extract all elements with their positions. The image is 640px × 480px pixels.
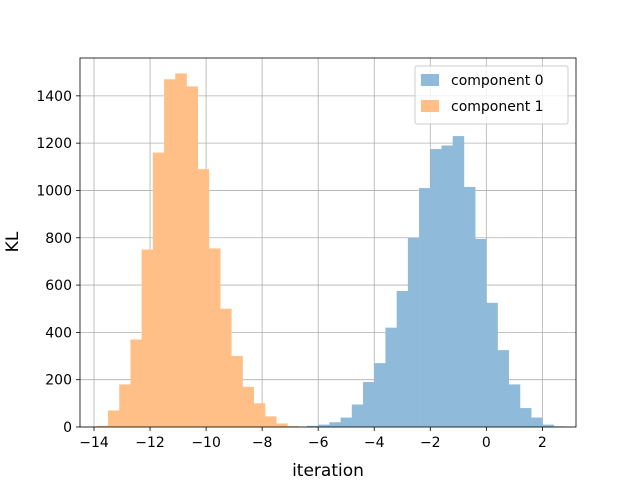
bar-component-0: [441, 145, 454, 427]
bar-component-0: [486, 302, 498, 427]
legend: component 0 component 1: [414, 65, 569, 125]
x-tick-label: 0: [482, 435, 491, 451]
x-tick-label: −8: [252, 435, 273, 451]
legend-label-component-1: component 1: [451, 99, 544, 115]
bar-component-0: [531, 417, 543, 427]
bar-component-1: [287, 426, 299, 427]
bar-component-0: [385, 327, 397, 427]
bar-component-1: [152, 152, 165, 427]
bar-component-0: [363, 382, 375, 427]
y-axis-label: KL: [3, 231, 23, 252]
bar-component-0: [396, 290, 409, 427]
bar-component-1: [164, 79, 176, 428]
y-tick-label: 1400: [36, 89, 72, 105]
bar-component-0: [519, 408, 532, 427]
bar-component-1: [186, 86, 198, 427]
bar-component-0: [407, 237, 420, 427]
bar-component-1: [141, 249, 154, 427]
bar-component-0: [463, 186, 476, 427]
bar-component-0: [475, 238, 487, 427]
x-axis-ticks: −14 −12 −10 −8 −6 −4 −2 0 2: [79, 427, 547, 451]
bar-component-0: [497, 350, 510, 427]
bar-component-0: [318, 424, 330, 427]
bar-component-0: [542, 424, 554, 427]
legend-swatch-component-0: [421, 74, 439, 86]
y-tick-label: 800: [45, 231, 72, 247]
bar-component-0: [340, 417, 353, 427]
bar-component-1: [175, 73, 187, 427]
bar-component-1: [197, 169, 210, 427]
x-tick-label: −2: [420, 435, 441, 451]
bar-component-1: [231, 356, 243, 427]
bar-component-1: [96, 425, 109, 427]
bar-component-1: [242, 386, 255, 427]
bar-component-1: [119, 384, 131, 427]
bar-component-0: [306, 425, 319, 427]
x-tick-label: −4: [364, 435, 385, 451]
bar-component-0: [419, 188, 431, 427]
bar-component-1: [108, 410, 120, 427]
legend-label-component-0: component 0: [451, 73, 544, 89]
bar-component-1: [253, 403, 266, 427]
y-tick-label: 400: [45, 325, 72, 341]
x-tick-label: −6: [308, 435, 329, 451]
y-axis-ticks: 0 200 400 600 800 1000 1200 1400: [36, 89, 80, 436]
bar-component-1: [220, 308, 232, 427]
bar-component-0: [329, 422, 341, 427]
y-tick-label: 1200: [36, 136, 72, 152]
plot-frame: [79, 57, 577, 428]
bar-component-0: [430, 149, 442, 427]
x-tick-label: −10: [191, 435, 221, 451]
bar-component-1: [276, 423, 288, 427]
x-axis-label: iteration: [292, 461, 364, 480]
bar-component-1: [264, 416, 277, 427]
y-tick-label: 600: [45, 278, 72, 294]
legend-swatch-component-1: [421, 100, 439, 112]
bar-component-1: [130, 339, 142, 427]
bar-component-0: [508, 384, 521, 427]
legend-box: [414, 65, 569, 125]
x-tick-label: −12: [135, 435, 165, 451]
x-tick-label: −14: [79, 435, 109, 451]
bar-component-0: [452, 136, 465, 428]
bar-component-0: [351, 404, 364, 427]
y-tick-label: 200: [45, 373, 72, 389]
x-tick-label: 2: [538, 435, 547, 451]
bar-component-0: [374, 363, 386, 427]
histogram-bars: [96, 73, 566, 428]
y-tick-label: 1000: [36, 183, 72, 199]
bar-component-1: [208, 248, 221, 427]
y-tick-label: 0: [63, 420, 72, 436]
